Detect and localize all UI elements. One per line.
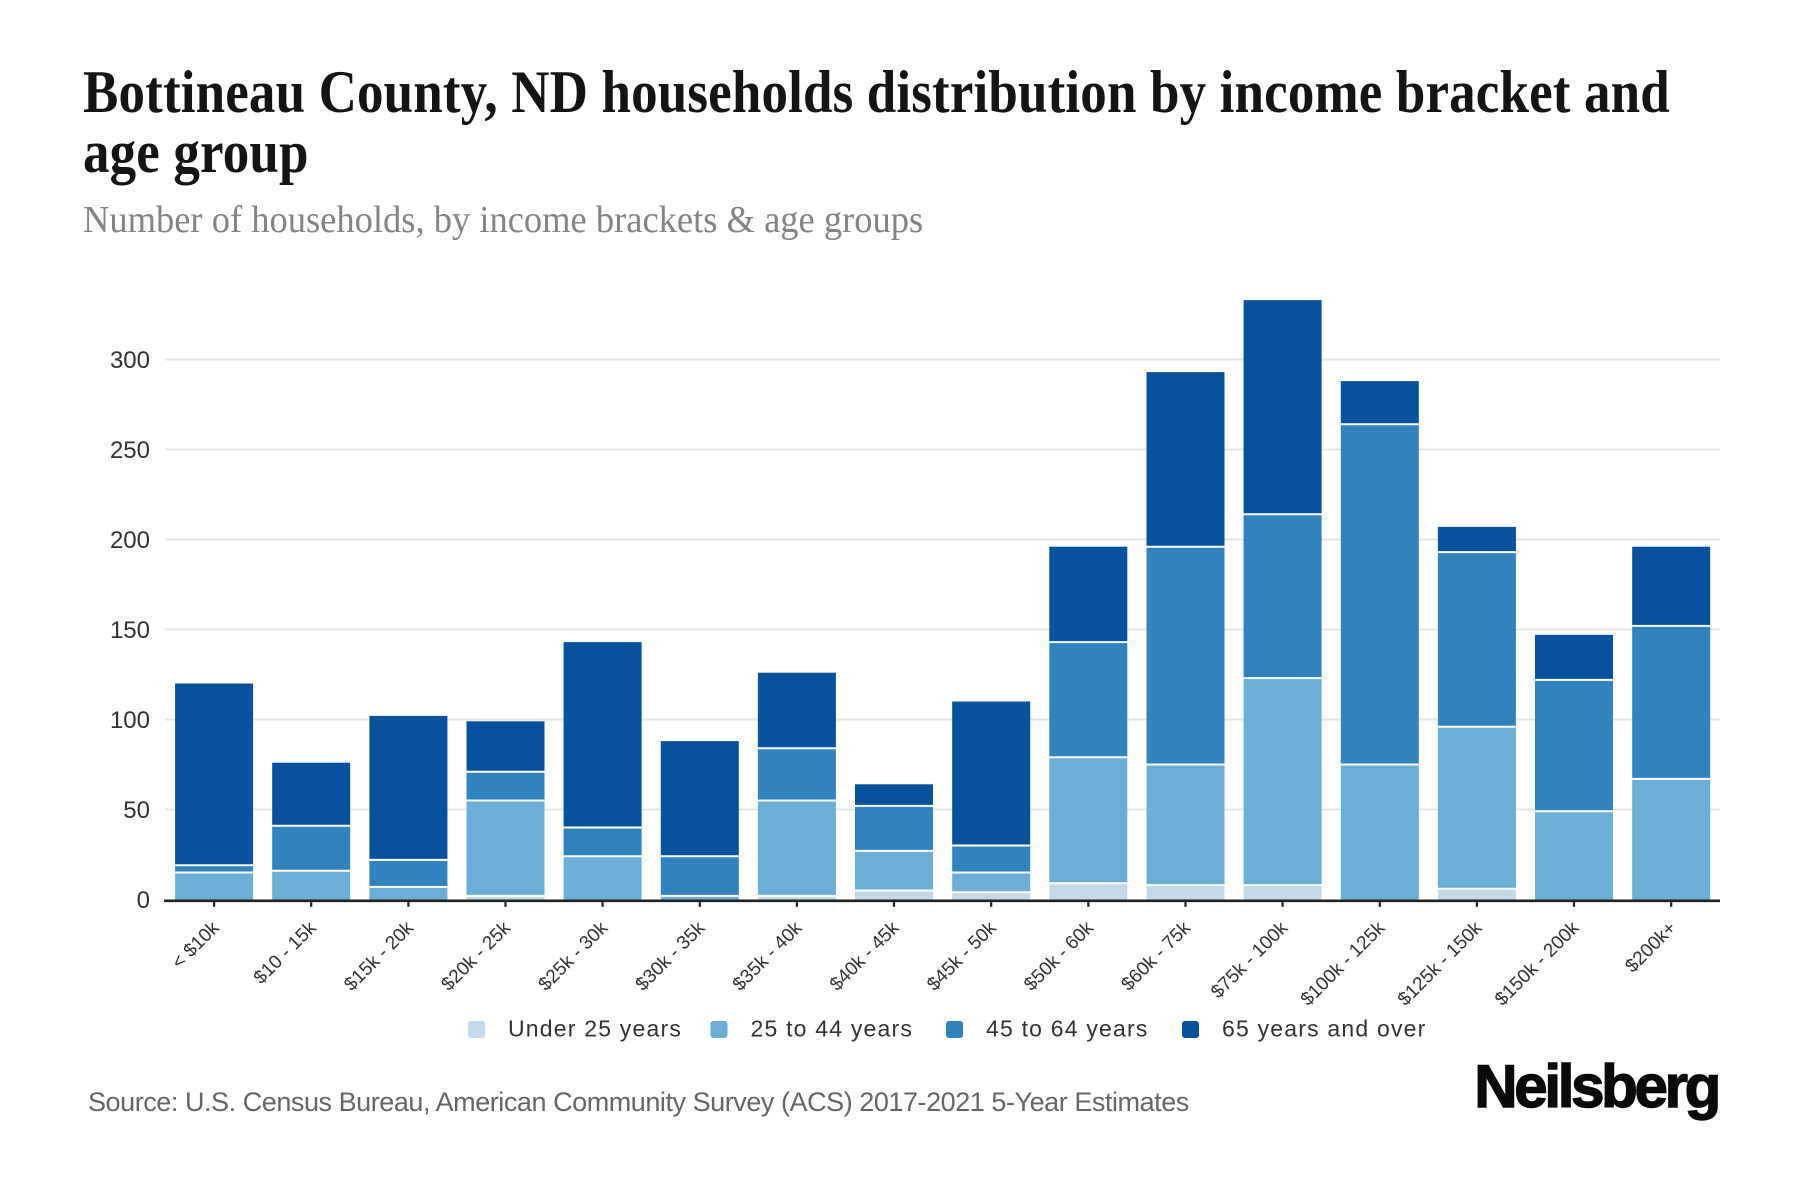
svg-text:Bottineau County, ND household: Bottineau County, ND households distribu…: [83, 60, 1670, 126]
svg-text:age group: age group: [83, 120, 309, 186]
svg-text:45 to 64 years: 45 to 64 years: [986, 1016, 1149, 1042]
svg-text:300: 300: [110, 347, 150, 374]
svg-text:150: 150: [110, 617, 150, 644]
svg-text:25 to 44 years: 25 to 44 years: [751, 1016, 914, 1042]
svg-text:50: 50: [123, 797, 150, 824]
svg-text:Number of households, by incom: Number of households, by income brackets…: [83, 200, 923, 242]
svg-text:100: 100: [110, 707, 150, 734]
svg-text:Under 25 years: Under 25 years: [508, 1016, 682, 1042]
svg-text:Source: U.S. Census Bureau, Am: Source: U.S. Census Bureau, American Com…: [88, 1087, 1189, 1117]
svg-text:200: 200: [110, 527, 150, 554]
svg-text:0: 0: [137, 887, 150, 914]
svg-text:65 years and over: 65 years and over: [1222, 1016, 1427, 1042]
svg-text:250: 250: [110, 437, 150, 464]
svg-text:Neilsberg: Neilsberg: [1474, 1053, 1718, 1120]
